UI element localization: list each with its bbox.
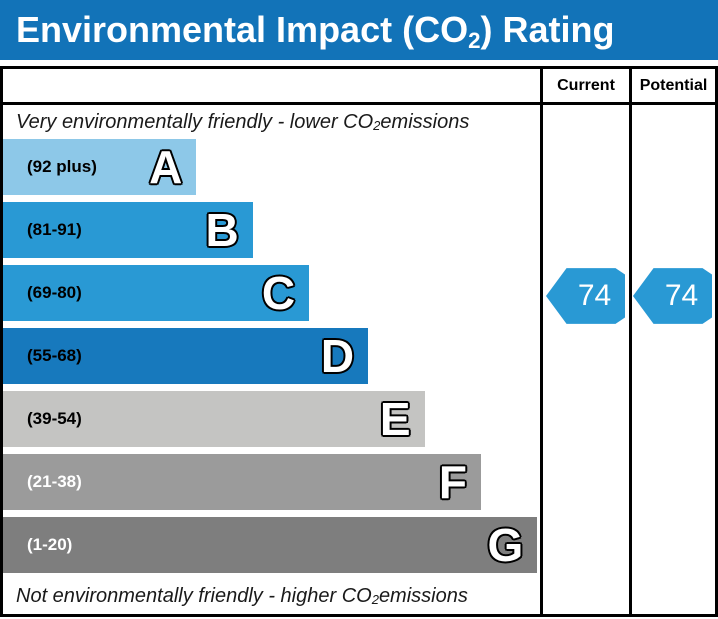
band-a-bar: (92 plus) A xyxy=(3,139,197,195)
band-c-letter: C xyxy=(261,267,296,319)
band-d-range-label: (55-68) xyxy=(27,346,82,365)
band-e-range-label: (39-54) xyxy=(27,409,82,428)
top-note: Very environmentally friendly - lower CO… xyxy=(16,110,470,133)
band-row-e: (39-54) E xyxy=(3,391,540,447)
current-rating-column: 74 xyxy=(540,105,629,614)
potential-rating-column: 74 xyxy=(629,105,715,614)
title-subscript: 2 xyxy=(468,27,481,53)
rating-table: Current Potential Very environmentally f… xyxy=(0,66,718,617)
current-rating-arrow: 74 xyxy=(546,268,625,324)
current-rating-value: 74 xyxy=(577,279,612,312)
band-b-bar: (81-91) B xyxy=(3,202,253,258)
band-f-letter: F xyxy=(438,456,467,508)
band-g-range-label: (1-20) xyxy=(27,535,73,554)
band-d-letter: D xyxy=(320,330,355,382)
band-row-d: (55-68) D xyxy=(3,328,540,384)
chart-title: Environmental Impact (CO2) Rating xyxy=(16,9,615,53)
band-row-g: (1-20) G xyxy=(3,517,540,573)
potential-rating-arrow: 74 xyxy=(633,268,712,324)
band-c-range-label: (69-80) xyxy=(27,283,82,302)
band-a-range-label: (92 plus) xyxy=(27,157,97,176)
note-subscript: 2 xyxy=(371,591,379,607)
note-subscript: 2 xyxy=(373,117,381,133)
band-g-letter: G xyxy=(487,519,524,571)
chart-title-bar: Environmental Impact (CO2) Rating xyxy=(0,0,718,60)
potential-rating-value: 74 xyxy=(664,279,699,312)
header-spacer xyxy=(3,69,540,102)
band-e-letter: E xyxy=(379,393,411,445)
band-e-bar: (39-54) E xyxy=(3,391,425,447)
band-c-bar: (69-80) C xyxy=(3,265,310,321)
band-row-a: (92 plus) A xyxy=(3,139,540,195)
table-body: Very environmentally friendly - lower CO… xyxy=(3,105,715,614)
band-d-bar: (55-68) D xyxy=(3,328,369,384)
band-row-c: (69-80) C xyxy=(3,265,540,321)
table-header-row: Current Potential xyxy=(3,69,715,105)
band-row-f: (21-38) F xyxy=(3,454,540,510)
potential-column-header: Potential xyxy=(629,69,715,102)
band-row-b: (81-91) B xyxy=(3,202,540,258)
band-a-letter: A xyxy=(149,141,183,193)
band-g-bar: (1-20) G xyxy=(3,517,538,573)
band-b-range-label: (81-91) xyxy=(27,220,82,239)
band-f-range-label: (21-38) xyxy=(27,472,82,491)
band-f-bar: (21-38) F xyxy=(3,454,481,510)
current-column-header: Current xyxy=(540,69,629,102)
band-b-letter: B xyxy=(205,204,239,256)
bands-column: Very environmentally friendly - lower CO… xyxy=(3,105,540,614)
bottom-note: Not environmentally friendly - higher CO… xyxy=(16,584,468,607)
